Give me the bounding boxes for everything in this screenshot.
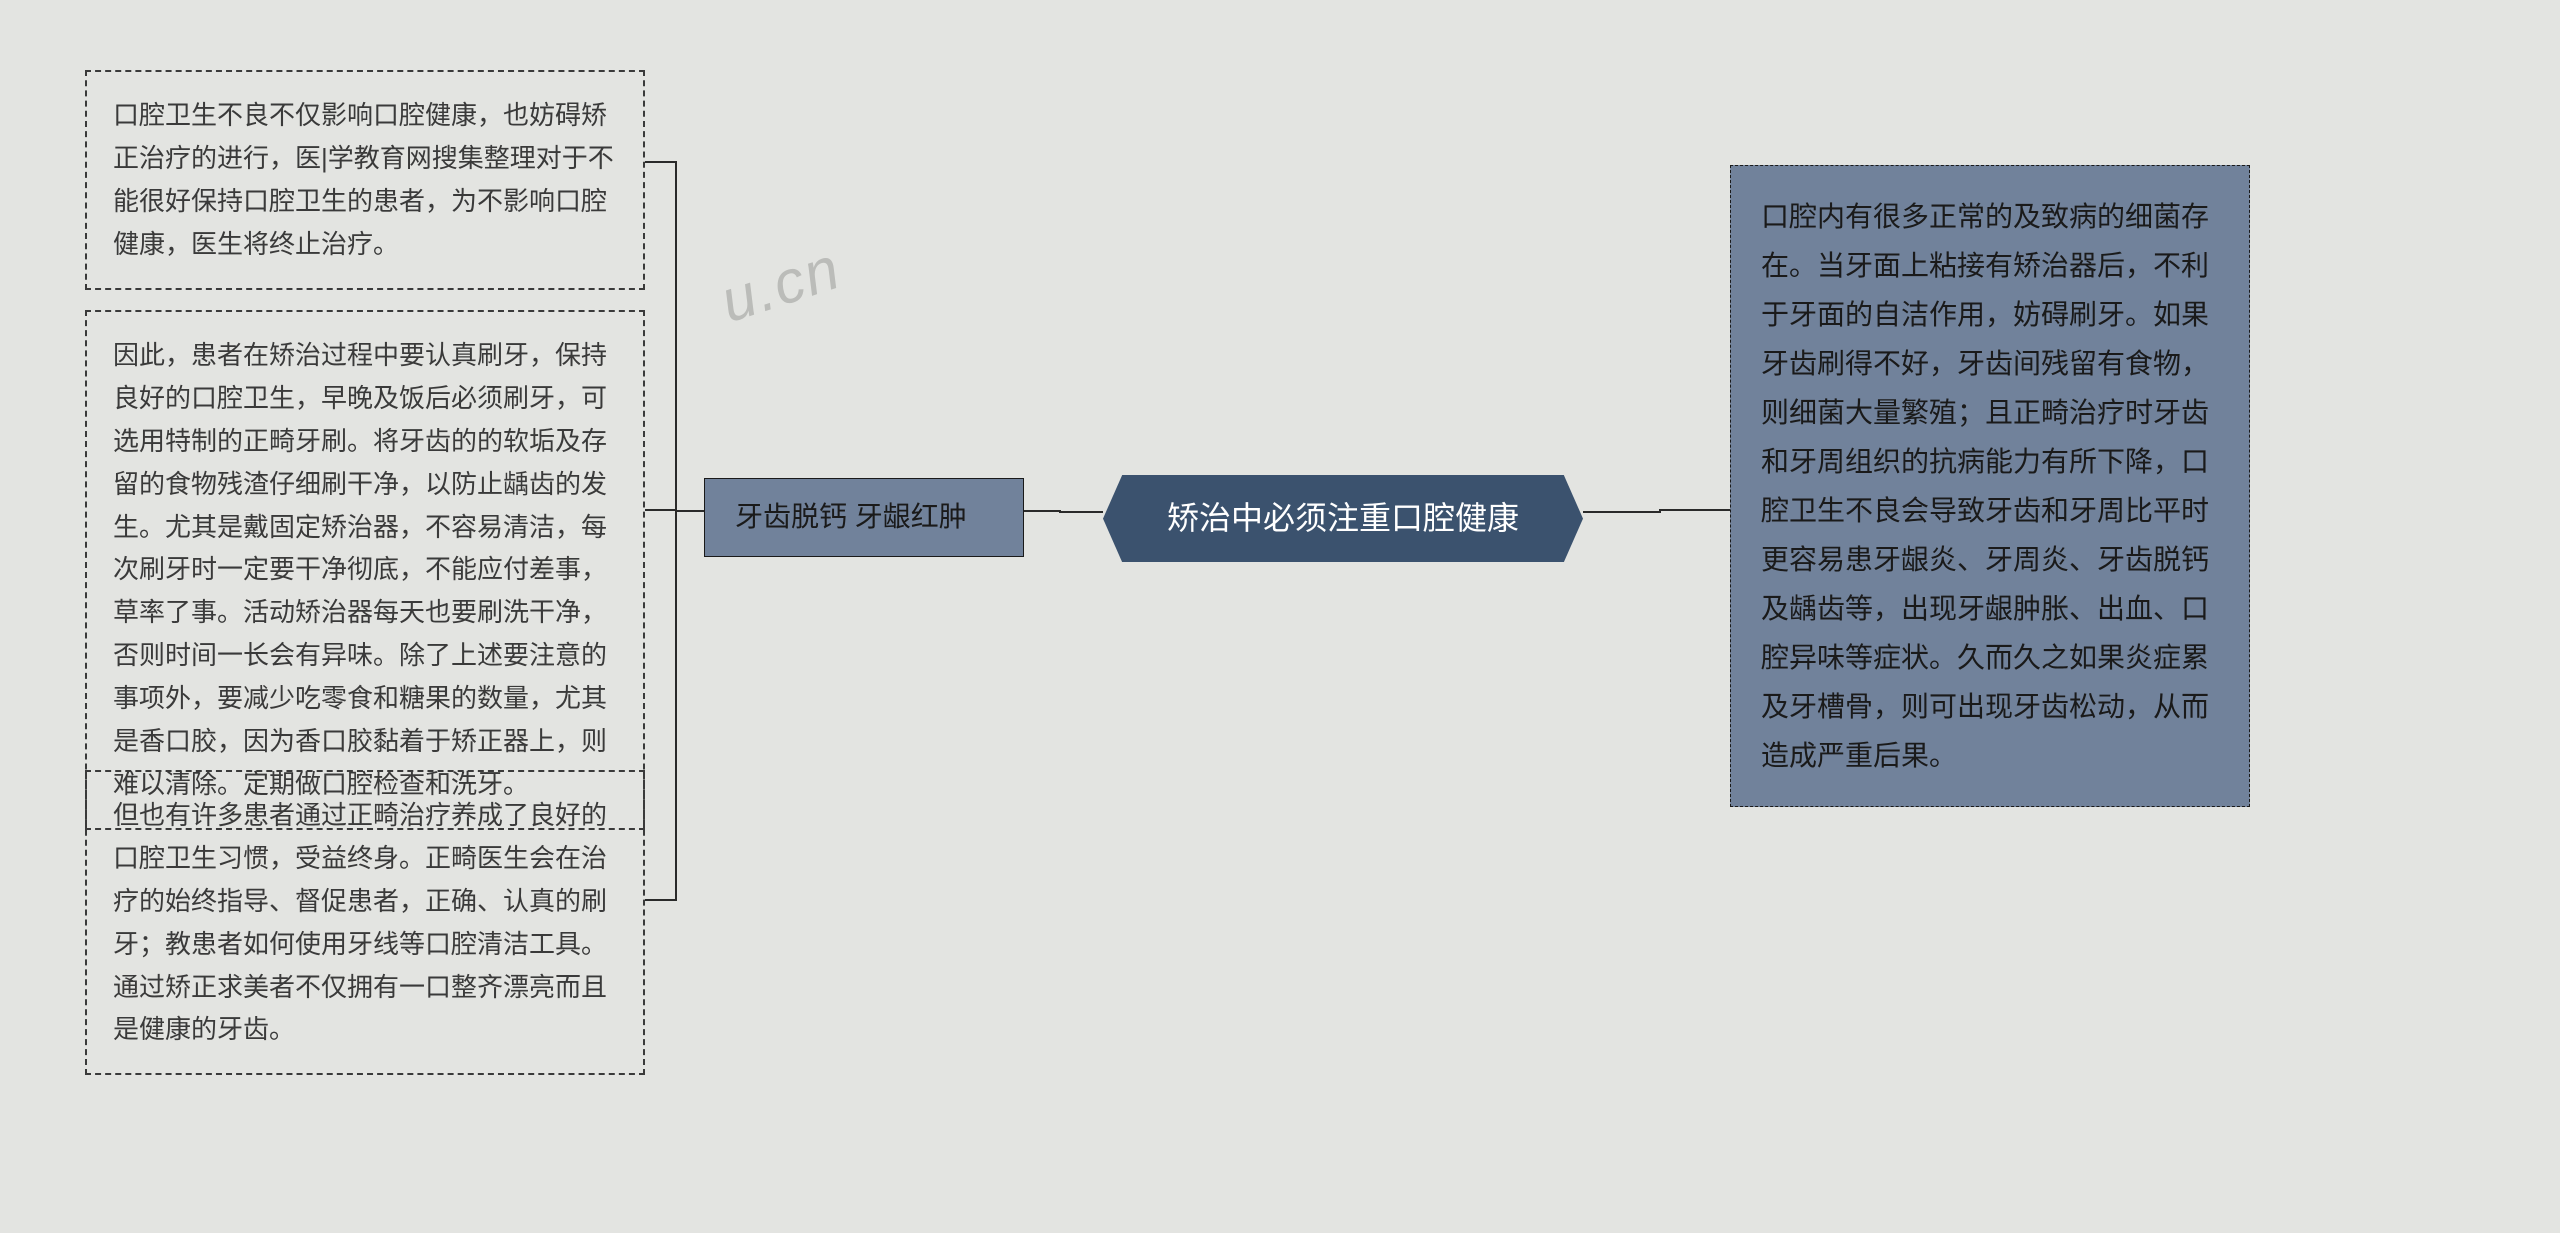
left-box-1[interactable]: 口腔卫生不良不仅影响口腔健康，也妨碍矫正治疗的进行，医|学教育网搜集整理对于不能… [85,70,645,290]
left-box-2[interactable]: 因此，患者在矫治过程中要认真刷牙，保持良好的口腔卫生，早晚及饭后必须刷牙，可选用… [85,310,645,830]
center-node[interactable]: 矫治中必须注重口腔健康 [1103,475,1583,562]
diagram-canvas: u.cn 佚 矫治中必须注重口腔健康 牙齿脱钙 牙龈红肿 口腔内有很多正常的及致… [0,0,2560,1233]
connector-center-right [1583,510,1730,512]
right-detail-box[interactable]: 口腔内有很多正常的及致病的细菌存在。当牙面上粘接有矫治器后，不利于牙面的自洁作用… [1730,165,2250,807]
watermark-1: u.cn [712,233,849,336]
left-box-3[interactable]: 但也有许多患者通过正畸治疗养成了良好的口腔卫生习惯，受益终身。正畸医生会在治疗的… [85,770,645,1075]
connector-center-subleft [1024,511,1103,512]
sub-node-left[interactable]: 牙齿脱钙 牙龈红肿 [704,478,1024,557]
connector-subleft-box2 [645,510,704,511]
connector-subleft-box1 [645,162,704,511]
connector-subleft-box3 [645,511,704,900]
